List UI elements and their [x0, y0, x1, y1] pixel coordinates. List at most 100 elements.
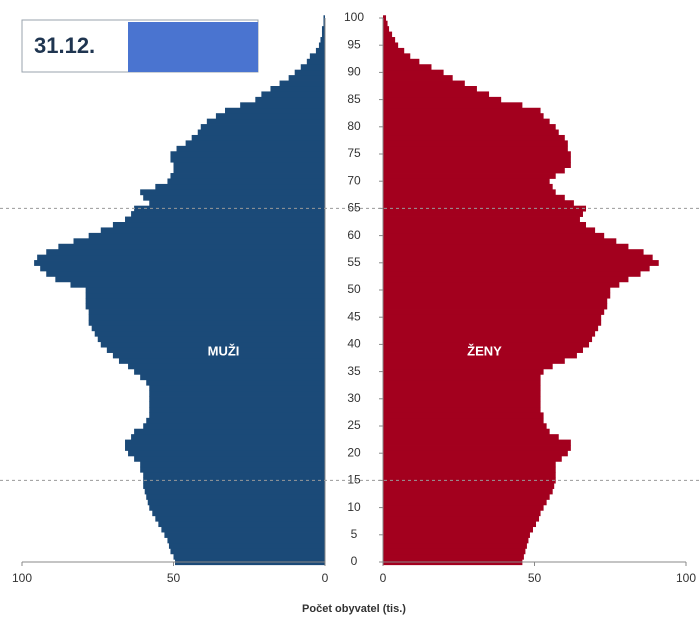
- bar: [58, 243, 326, 250]
- bar: [106, 347, 325, 353]
- bar: [383, 96, 502, 103]
- bar: [383, 314, 602, 321]
- bar: [155, 183, 325, 190]
- bar: [383, 254, 653, 261]
- bar: [94, 330, 325, 337]
- bar: [383, 53, 411, 60]
- bar: [383, 374, 541, 381]
- bar: [383, 325, 599, 332]
- bar: [143, 472, 325, 479]
- bar: [173, 162, 325, 168]
- bar: [170, 548, 325, 555]
- bar: [383, 439, 571, 446]
- bar: [149, 200, 325, 207]
- bar: [383, 37, 396, 43]
- bar: [140, 466, 325, 473]
- bar: [149, 412, 325, 419]
- y-tick-label: 45: [347, 309, 361, 323]
- bar: [383, 423, 547, 430]
- bar: [383, 330, 596, 337]
- bar: [255, 96, 325, 103]
- bar: [383, 358, 565, 364]
- bar: [383, 287, 611, 294]
- bar: [383, 162, 571, 168]
- bar: [383, 488, 553, 495]
- bar: [383, 352, 577, 359]
- bar: [240, 102, 325, 109]
- bar: [167, 178, 325, 185]
- bar: [383, 292, 611, 299]
- bar: [383, 537, 529, 544]
- bar: [383, 532, 530, 538]
- y-tick-label: 10: [347, 500, 361, 514]
- bar: [383, 80, 465, 87]
- bar: [320, 37, 325, 43]
- bar: [147, 499, 325, 506]
- bar: [46, 270, 326, 277]
- bar: [158, 521, 325, 528]
- bar: [100, 341, 325, 348]
- bar: [383, 412, 544, 419]
- bar: [383, 91, 490, 98]
- bar: [155, 515, 325, 522]
- bar: [140, 374, 325, 381]
- bar: [55, 276, 326, 283]
- bar: [383, 232, 605, 239]
- bar: [134, 428, 325, 435]
- y-tick-label: 20: [347, 445, 361, 459]
- bar: [383, 222, 587, 228]
- bar: [383, 107, 541, 114]
- bar: [97, 336, 325, 343]
- bar: [323, 20, 325, 27]
- bar: [323, 15, 325, 22]
- bar: [143, 423, 325, 430]
- bar: [383, 521, 537, 528]
- bar: [383, 347, 583, 353]
- bar: [383, 542, 527, 549]
- bar: [170, 151, 325, 158]
- bar: [206, 118, 325, 125]
- y-tick-label: 25: [347, 418, 361, 432]
- bar: [383, 75, 453, 81]
- bar: [383, 499, 547, 506]
- y-tick-label: 65: [347, 201, 361, 215]
- bar: [383, 238, 617, 245]
- bar: [383, 336, 593, 343]
- bar: [383, 553, 524, 560]
- bar: [383, 319, 602, 326]
- bar: [383, 368, 544, 375]
- bar: [383, 396, 541, 402]
- bar: [144, 488, 325, 495]
- bar: [383, 401, 541, 408]
- bar: [128, 450, 325, 457]
- bar: [309, 53, 325, 60]
- bar: [383, 47, 405, 54]
- bar: [197, 129, 325, 136]
- bar: [100, 227, 325, 234]
- cover-box: [128, 22, 258, 72]
- bar: [383, 216, 580, 223]
- bar: [383, 124, 556, 130]
- bar: [383, 303, 608, 310]
- y-tick-label: 100: [344, 10, 364, 24]
- bar: [140, 461, 325, 468]
- bar: [173, 167, 325, 174]
- y-tick-label: 35: [347, 364, 361, 378]
- bar: [383, 526, 533, 533]
- bar: [383, 183, 553, 190]
- y-tick-label: 5: [351, 527, 358, 541]
- bar: [383, 385, 541, 392]
- y-tick-label: 80: [347, 119, 361, 133]
- bar: [383, 145, 568, 152]
- bar: [152, 510, 325, 517]
- bar: [170, 156, 325, 163]
- bar: [383, 390, 541, 397]
- bar: [85, 298, 325, 304]
- bar: [88, 319, 325, 326]
- y-tick-label: 85: [347, 92, 361, 106]
- bar: [383, 341, 590, 348]
- bar: [383, 189, 556, 196]
- bar: [383, 194, 565, 201]
- bar: [88, 232, 325, 239]
- chart-title: 31.12.: [34, 33, 95, 58]
